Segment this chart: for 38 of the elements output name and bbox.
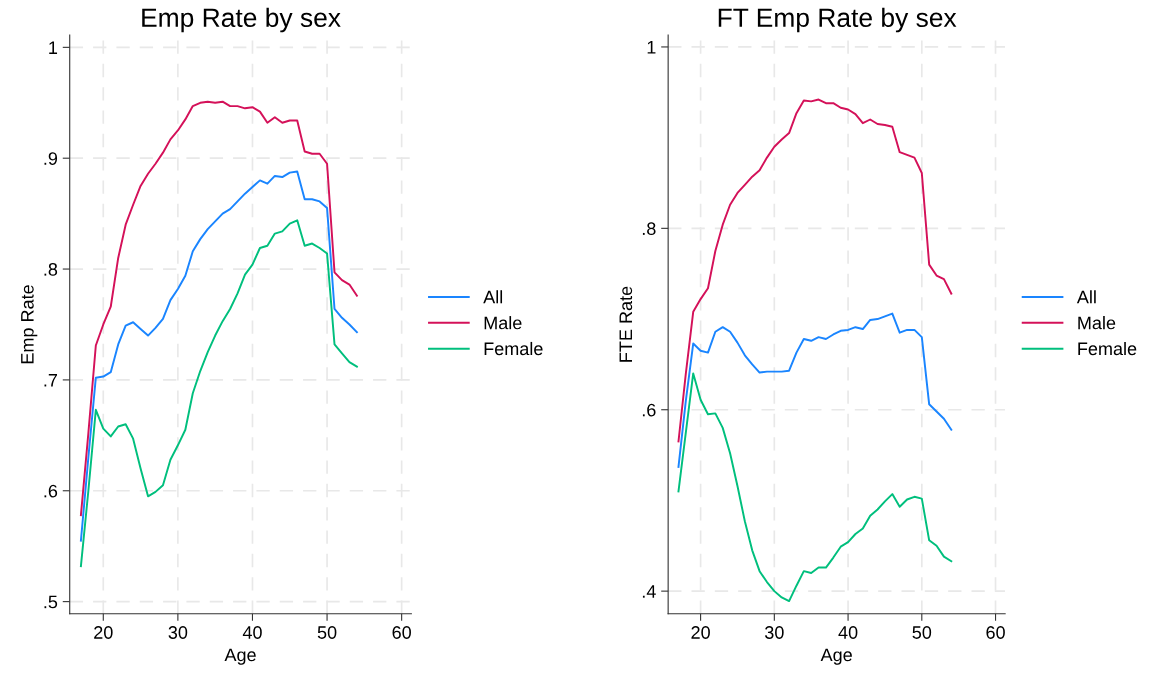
y-tick-label: .4 [642,585,656,598]
y-tick-label: .6 [642,403,656,417]
x-tick-label: 50 [912,626,932,639]
line-series [79,100,358,517]
x-axis-title: Age [820,648,852,665]
line-series [79,170,358,542]
legend-label: Female [1078,341,1137,356]
y-tick-label: .8 [642,222,656,236]
legend-label: Male [484,316,522,330]
legend-label: Male [1078,316,1116,330]
line-series [677,312,953,468]
line-series [79,219,358,568]
x-tick-label: 40 [838,626,858,639]
legend-label: Female [484,341,543,356]
x-tick-label: 30 [168,626,188,639]
x-tick-label: 60 [392,626,411,639]
y-tick-label: .5 [44,595,58,609]
x-tick-label: 60 [986,626,1005,639]
x-tick-label: 50 [317,626,337,639]
chart-title: FT Emp Rate by sex [718,7,957,33]
x-tick-label: 40 [242,626,262,639]
legend-label: All [483,290,503,304]
x-tick-label: 20 [94,626,113,639]
x-tick-label: 30 [764,626,784,639]
y-axis-title: Emp Rate [21,285,38,364]
legend-label: All [1076,290,1096,304]
x-axis-title: Age [224,648,256,665]
x-tick-label: 20 [691,626,710,639]
y-tick-label: .9 [44,152,58,165]
y-tick-label: 1 [49,41,58,54]
line-series [677,372,953,603]
y-tick-label: .6 [44,484,58,498]
y-tick-label: .8 [44,262,58,276]
y-tick-label: 1 [647,41,656,54]
y-axis-title: FTE Rate [619,286,633,362]
y-tick-label: .7 [44,374,58,387]
chart-title: Emp Rate by sex [142,7,341,33]
line-series [677,98,953,443]
